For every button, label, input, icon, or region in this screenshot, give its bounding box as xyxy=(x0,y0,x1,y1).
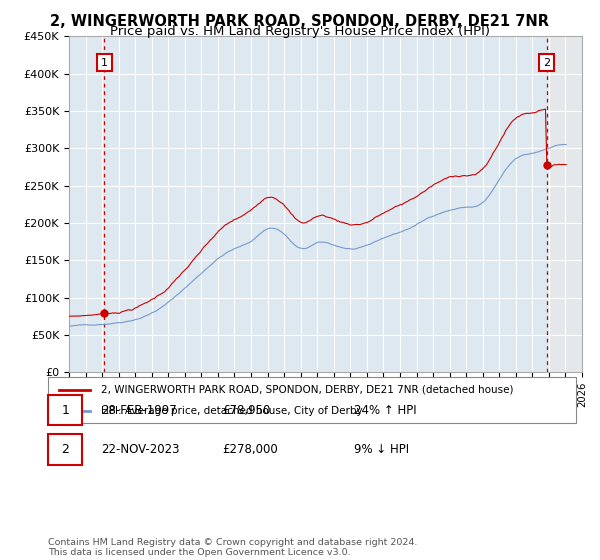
Text: 9% ↓ HPI: 9% ↓ HPI xyxy=(354,443,409,456)
FancyBboxPatch shape xyxy=(48,434,82,465)
Text: 2: 2 xyxy=(543,58,550,68)
FancyBboxPatch shape xyxy=(48,395,82,426)
Bar xyxy=(547,36,582,372)
Bar xyxy=(547,36,582,372)
Text: 1: 1 xyxy=(61,404,69,417)
Text: 1: 1 xyxy=(101,58,107,68)
FancyBboxPatch shape xyxy=(48,377,576,423)
Text: Price paid vs. HM Land Registry's House Price Index (HPI): Price paid vs. HM Land Registry's House … xyxy=(110,25,490,38)
Text: 2, WINGERWORTH PARK ROAD, SPONDON, DERBY, DE21 7NR (detached house): 2, WINGERWORTH PARK ROAD, SPONDON, DERBY… xyxy=(101,385,513,395)
Text: £78,950: £78,950 xyxy=(222,404,271,417)
Text: £278,000: £278,000 xyxy=(222,443,278,456)
Text: 22-NOV-2023: 22-NOV-2023 xyxy=(101,443,179,456)
Text: 2: 2 xyxy=(61,443,69,456)
Text: 28-FEB-1997: 28-FEB-1997 xyxy=(101,404,176,417)
Text: Contains HM Land Registry data © Crown copyright and database right 2024.
This d: Contains HM Land Registry data © Crown c… xyxy=(48,538,418,557)
Text: 2, WINGERWORTH PARK ROAD, SPONDON, DERBY, DE21 7NR: 2, WINGERWORTH PARK ROAD, SPONDON, DERBY… xyxy=(50,14,550,29)
Text: HPI: Average price, detached house, City of Derby: HPI: Average price, detached house, City… xyxy=(101,407,362,416)
Text: 24% ↑ HPI: 24% ↑ HPI xyxy=(354,404,417,417)
